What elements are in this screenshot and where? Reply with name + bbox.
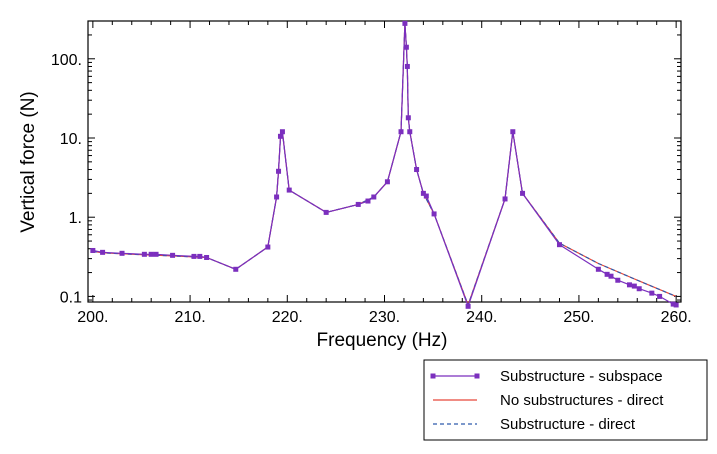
data-point — [365, 198, 371, 204]
legend-item: Substructure - direct — [433, 416, 636, 433]
data-point — [384, 179, 390, 185]
data-point — [423, 193, 429, 199]
data-point — [636, 286, 642, 292]
legend-item: Substructure - subspace — [430, 368, 663, 385]
y-tick-label: 1. — [69, 210, 82, 227]
data-point — [398, 129, 404, 135]
y-tick-label: 10. — [60, 131, 82, 148]
data-point — [276, 168, 282, 174]
data-point — [191, 253, 197, 259]
series-line — [92, 22, 677, 307]
data-point — [90, 247, 96, 253]
data-point — [404, 63, 410, 69]
legend-label: Substructure - direct — [500, 416, 636, 433]
data-point — [197, 253, 203, 259]
data-point — [414, 167, 420, 173]
data-point — [608, 273, 614, 279]
data-point — [502, 196, 508, 202]
legend-label: No substructures - direct — [500, 392, 664, 409]
data-point — [153, 251, 159, 257]
data-point — [371, 194, 377, 200]
x-tick-label: 240. — [466, 309, 497, 326]
data-point — [402, 20, 408, 26]
data-point — [420, 190, 426, 196]
data-point — [265, 244, 271, 250]
data-point — [604, 271, 610, 277]
data-point — [277, 133, 283, 139]
data-point — [355, 201, 361, 207]
data-point — [286, 187, 292, 193]
data-point — [626, 282, 632, 288]
data-point — [233, 266, 239, 272]
data-point — [100, 249, 106, 255]
x-axis-title: Frequency (Hz) — [317, 330, 448, 351]
x-tick-label: 230. — [369, 309, 400, 326]
legend-label: Substructure - subspace — [500, 368, 663, 385]
data-point — [431, 211, 437, 217]
data-point — [631, 283, 637, 289]
legend-marker — [474, 373, 480, 379]
x-tick-label: 200. — [77, 309, 108, 326]
data-point — [520, 190, 526, 196]
data-point — [323, 209, 329, 215]
legend-item: No substructures - direct — [433, 392, 664, 409]
data-point — [204, 254, 210, 260]
data-point — [670, 301, 676, 307]
y-axis-title: Vertical force (N) — [18, 91, 39, 232]
data-point — [615, 277, 621, 283]
x-axis: 200. 210. 220. 230. 240. 250. 260. — [77, 21, 692, 326]
data-point — [141, 251, 147, 257]
legend-marker — [430, 373, 436, 379]
data-point — [119, 250, 125, 256]
data-point — [673, 302, 679, 308]
data-point — [148, 251, 154, 257]
x-tick-label: 250. — [563, 309, 594, 326]
data-point — [649, 290, 655, 296]
y-axis: 0.1 1. 10. 100. — [51, 20, 681, 306]
data-point — [595, 266, 601, 272]
legend: Substructure - subspace No substructures … — [423, 359, 708, 441]
data-point — [170, 252, 176, 258]
x-tick-label: 210. — [175, 309, 206, 326]
series-1 — [90, 20, 679, 309]
y-tick-label: 0.1 — [60, 289, 82, 306]
data-point — [405, 115, 411, 121]
data-point — [274, 194, 280, 200]
data-point — [465, 303, 471, 309]
data-point — [510, 129, 516, 135]
data-point — [403, 44, 409, 50]
data-point — [407, 129, 413, 135]
data-point — [556, 242, 562, 248]
data-point — [279, 129, 285, 135]
x-tick-label: 220. — [272, 309, 303, 326]
x-tick-label: 260. — [661, 309, 692, 326]
legend-box — [423, 359, 708, 441]
series-layer — [90, 20, 679, 309]
y-tick-label: 100. — [51, 52, 82, 69]
data-point — [657, 293, 663, 299]
